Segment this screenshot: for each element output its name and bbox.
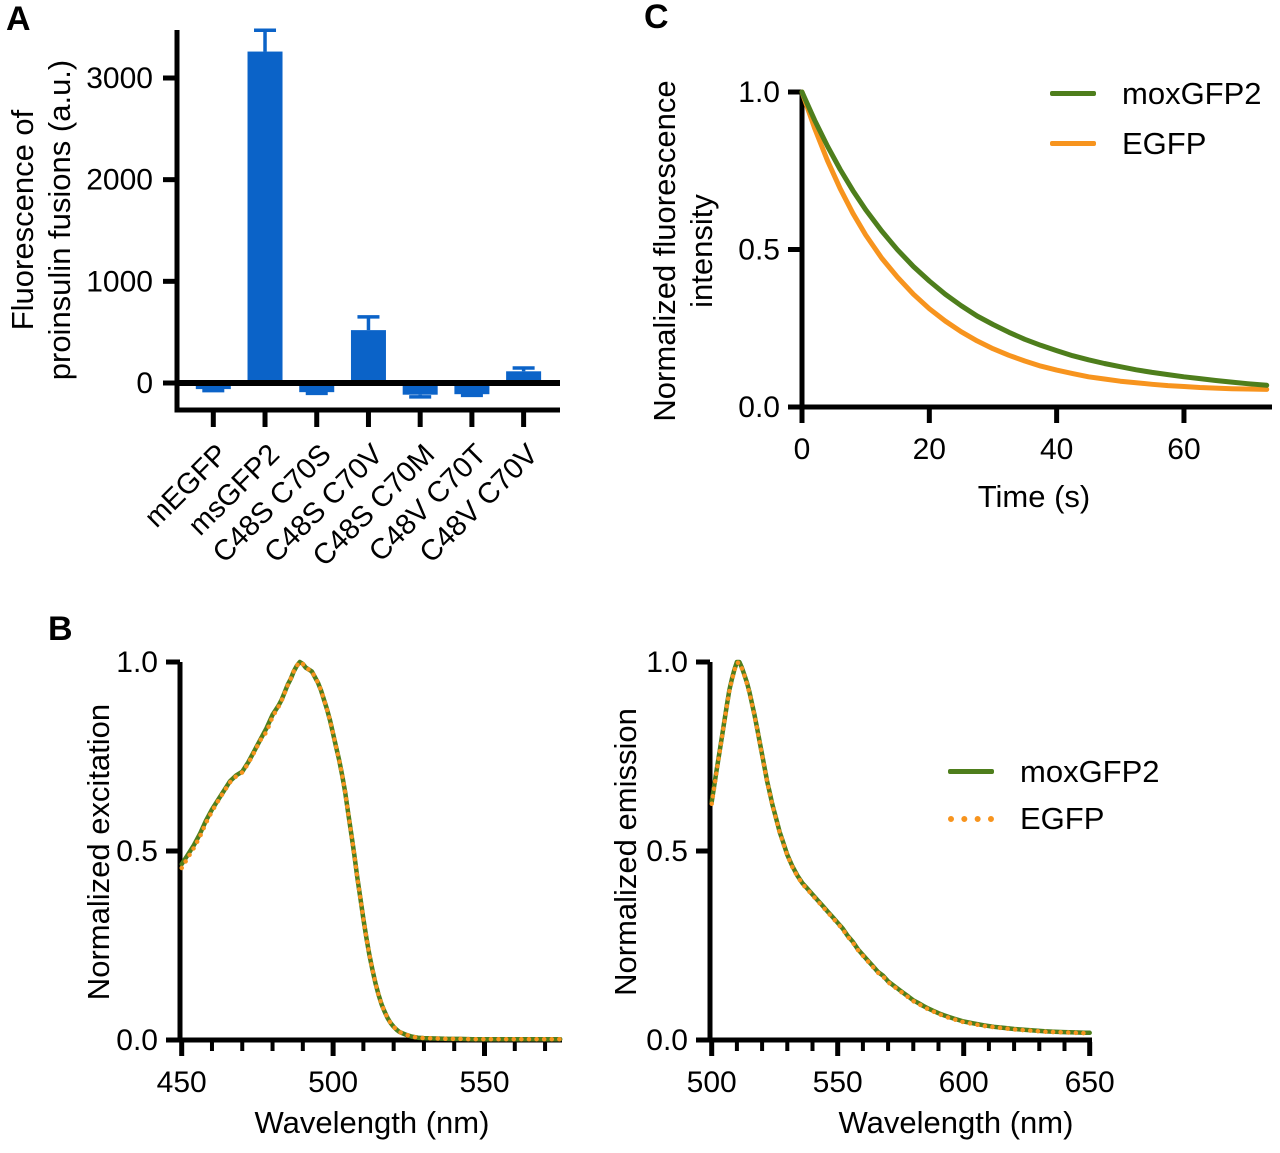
panel-c-y-axis-title-line2: intensity [684,194,719,308]
bar-C48S-C70M [402,383,438,395]
panel-a-y-tick-label: 3000 [86,62,153,95]
panel-a-y-axis-title: Fluorescence of proinsulin fusions (a.u.… [4,0,80,440]
panel-b-excitation-x-tick-label: 450 [157,1066,207,1099]
bar-C48S-C70V [350,330,386,383]
bar-mEGFP [195,383,231,390]
panel-a-y-axis-title-line2: proinsulin fusions (a.u.) [42,59,77,381]
legend-label-moxgfp2: moxGFP2 [1020,754,1160,789]
panel-b-emission-x-tick-label: 600 [939,1066,989,1099]
panel-b-excitation-x-tick-label: 550 [459,1066,509,1099]
legend-row-moxgfp2: moxGFP2 [948,748,1160,795]
bar-C48V-C70T [454,383,490,395]
panel-c-curve-moxGFP2 [799,89,1270,388]
legend-row-egfp: EGFP [948,795,1160,842]
panel-c-y-axis-title: Normalized fluorescence intensity [646,21,722,481]
legend-row-egfp: EGFP [1050,118,1262,168]
panel-c-y-tick-label: 0.0 [738,391,780,424]
panel-a-y-tick-label: 2000 [86,164,153,197]
legend-row-moxgfp2: moxGFP2 [1050,68,1262,118]
egfp-line-swatch [1050,140,1096,146]
panel-b-emission-y-tick-label: 1.0 [646,646,688,679]
legend-label-egfp: EGFP [1020,801,1105,836]
egfp-dotted-line-swatch [948,815,994,822]
panel-b-emission-x-axis-title: Wavelength (nm) [838,1105,1074,1140]
panel-b-excitation-x-axis-title: Wavelength (nm) [254,1105,490,1140]
panel-b-excitation-y-tick-label: 0.0 [116,1024,158,1057]
panel-b-emission-y-axis-title: Normalized emission [608,708,643,996]
bar-msGFP2 [247,51,283,384]
panel-c-curve-EGFP [799,89,1270,392]
panel-a-y-axis-title-line1: Fluorescence of [5,109,40,331]
panel-c-x-axis-title: Time (s) [977,479,1091,514]
panel-b-emission-x-tick-label: 650 [1065,1066,1115,1099]
moxgfp2-line-swatch [1050,90,1096,96]
panel-c-x-tick-label: 0 [794,433,811,466]
panel-c-x-tick-label: 40 [1040,433,1073,466]
panel-a-label: A [6,0,31,38]
panel-b-emission-x-tick-label: 500 [687,1066,737,1099]
panel-a-y-tick-label: 1000 [86,265,153,298]
panel-b-excitation-y-tick-label: 0.5 [116,835,158,868]
panel-c-y-tick-label: 0.5 [738,234,780,267]
panel-b-excitation-x-tick-label: 500 [308,1066,358,1099]
panel-c-label: C [644,0,669,36]
bar-C48V-C70V [506,371,542,383]
panel-c-y-tick-label: 1.0 [738,76,780,109]
panel-b-excitation-curve-EGFP [179,659,563,1042]
moxgfp2-line-swatch [948,769,994,774]
panel-b-emission-y-tick-label: 0.5 [646,835,688,868]
panel-b-excitation-y-tick-label: 1.0 [116,646,158,679]
panel-c-legend: moxGFP2 EGFP [1050,68,1262,168]
panel-b-emission-curve-moxGFP2 [709,659,1092,1036]
bar-C48S-C70S [299,383,335,393]
panel-c-x-tick-label: 20 [913,433,946,466]
panel-b-emission-y-tick-label: 0.0 [646,1024,688,1057]
legend-label-egfp: EGFP [1122,125,1207,161]
panel-b-emission-x-tick-label: 550 [813,1066,863,1099]
panel-b-excitation-y-axis-title: Normalized excitation [81,703,116,1001]
panel-b-emission-curve-EGFP [709,660,1092,1036]
panel-c-x-tick-label: 60 [1167,433,1200,466]
panel-c-y-axis-title-line1: Normalized fluorescence [647,80,682,422]
panel-a-y-tick-label: 0 [136,367,153,400]
panel-b-label: B [48,610,73,648]
panel-b-legend: moxGFP2 EGFP [948,748,1160,842]
legend-label-moxgfp2: moxGFP2 [1122,75,1262,111]
panel-b-excitation-curve-moxGFP2 [179,659,563,1042]
